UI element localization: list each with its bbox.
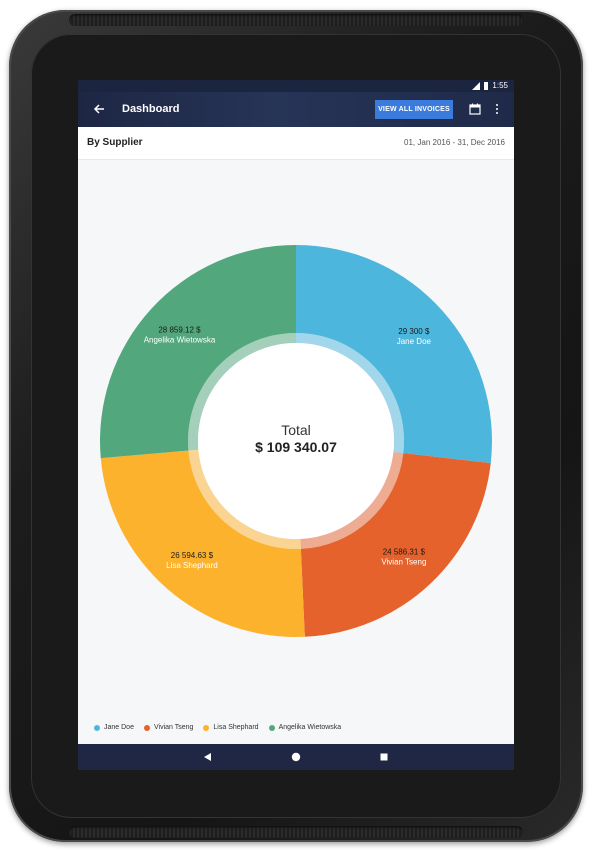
- slice-value-label: 29 300 $: [398, 327, 430, 336]
- nav-recents-icon: [380, 753, 388, 761]
- signal-icon: [472, 81, 481, 90]
- legend-item[interactable]: Jane Doe: [94, 724, 134, 731]
- status-time: 1:55: [492, 81, 508, 90]
- date-range[interactable]: 01, Jan 2016 - 31, Dec 2016: [404, 138, 505, 147]
- page-title: Dashboard: [122, 103, 180, 115]
- nav-back-button[interactable]: [202, 751, 214, 763]
- group-label: By Supplier: [87, 137, 143, 148]
- speaker-grille-top: [69, 14, 523, 26]
- system-nav-bar: [78, 744, 514, 770]
- legend-swatch: [203, 724, 210, 731]
- back-arrow-icon: [93, 104, 104, 114]
- status-bar: 1:55: [78, 80, 514, 92]
- slice-name-label: Jane Doe: [397, 337, 432, 346]
- nav-recents-button[interactable]: [378, 751, 390, 763]
- slice-vivian-tseng[interactable]: [300, 453, 491, 637]
- back-button[interactable]: [90, 100, 108, 118]
- slice-value-label: 24 586.31 $: [383, 547, 426, 556]
- inner-ring-angelika-wietowska: [188, 333, 296, 451]
- legend-label: Angelika Wietowska: [278, 724, 342, 731]
- slice-value-label: 26 594.63 $: [171, 551, 214, 560]
- slice-name-label: Vivian Tseng: [381, 557, 426, 566]
- donut-center: [198, 343, 394, 539]
- chart-legend: Jane Doe Vivian Tseng Lisa Shephard Angelik…: [94, 724, 341, 731]
- app-bar: Dashboard VIEW ALL INVOICES: [78, 92, 514, 127]
- view-all-invoices-button[interactable]: VIEW ALL INVOICES: [375, 100, 453, 119]
- more-vert-icon[interactable]: [490, 101, 504, 117]
- inner-ring-lisa-shephard: [188, 449, 301, 549]
- slice-value-label: 28 859.12 $: [158, 325, 201, 334]
- nav-home-icon: [291, 752, 301, 762]
- battery-icon: [484, 81, 489, 90]
- calendar-icon[interactable]: [467, 101, 483, 117]
- legend-item[interactable]: Angelika Wietowska: [268, 724, 342, 731]
- supplier-donut-chart: Total $ 109 340.07 29 300 $Jane Doe 24 58…: [100, 245, 492, 637]
- inner-ring-jane-doe: [296, 333, 404, 454]
- nav-back-icon: [204, 753, 211, 761]
- legend-swatch: [268, 724, 275, 731]
- legend-swatch: [143, 724, 150, 731]
- nav-home-button[interactable]: [290, 751, 302, 763]
- slice-angelika-wietowska[interactable]: [100, 245, 296, 459]
- app-screen: 1:55 Dashboard VIEW ALL INVOICES By Supp…: [78, 80, 514, 770]
- slice-name-label: Lisa Shephard: [166, 561, 218, 570]
- legend-swatch: [94, 724, 100, 731]
- legend-label: Lisa Shephard: [213, 724, 259, 731]
- slice-lisa-shephard[interactable]: [100, 450, 305, 637]
- center-title: Total: [281, 422, 311, 438]
- legend-item[interactable]: Lisa Shephard: [203, 724, 259, 731]
- center-value: $ 109 340.07: [255, 439, 337, 455]
- inner-ring-vivian-tseng: [300, 452, 404, 549]
- legend-label: Vivian Tseng: [153, 724, 194, 731]
- legend-label: Jane Doe: [104, 724, 134, 731]
- slice-name-label: Angelika Wietowska: [144, 335, 216, 344]
- slice-jane-doe[interactable]: [296, 245, 492, 464]
- report-subheader: By Supplier 01, Jan 2016 - 31, Dec 2016: [78, 127, 514, 160]
- legend-item[interactable]: Vivian Tseng: [143, 724, 194, 731]
- speaker-grille-bottom: [69, 826, 523, 838]
